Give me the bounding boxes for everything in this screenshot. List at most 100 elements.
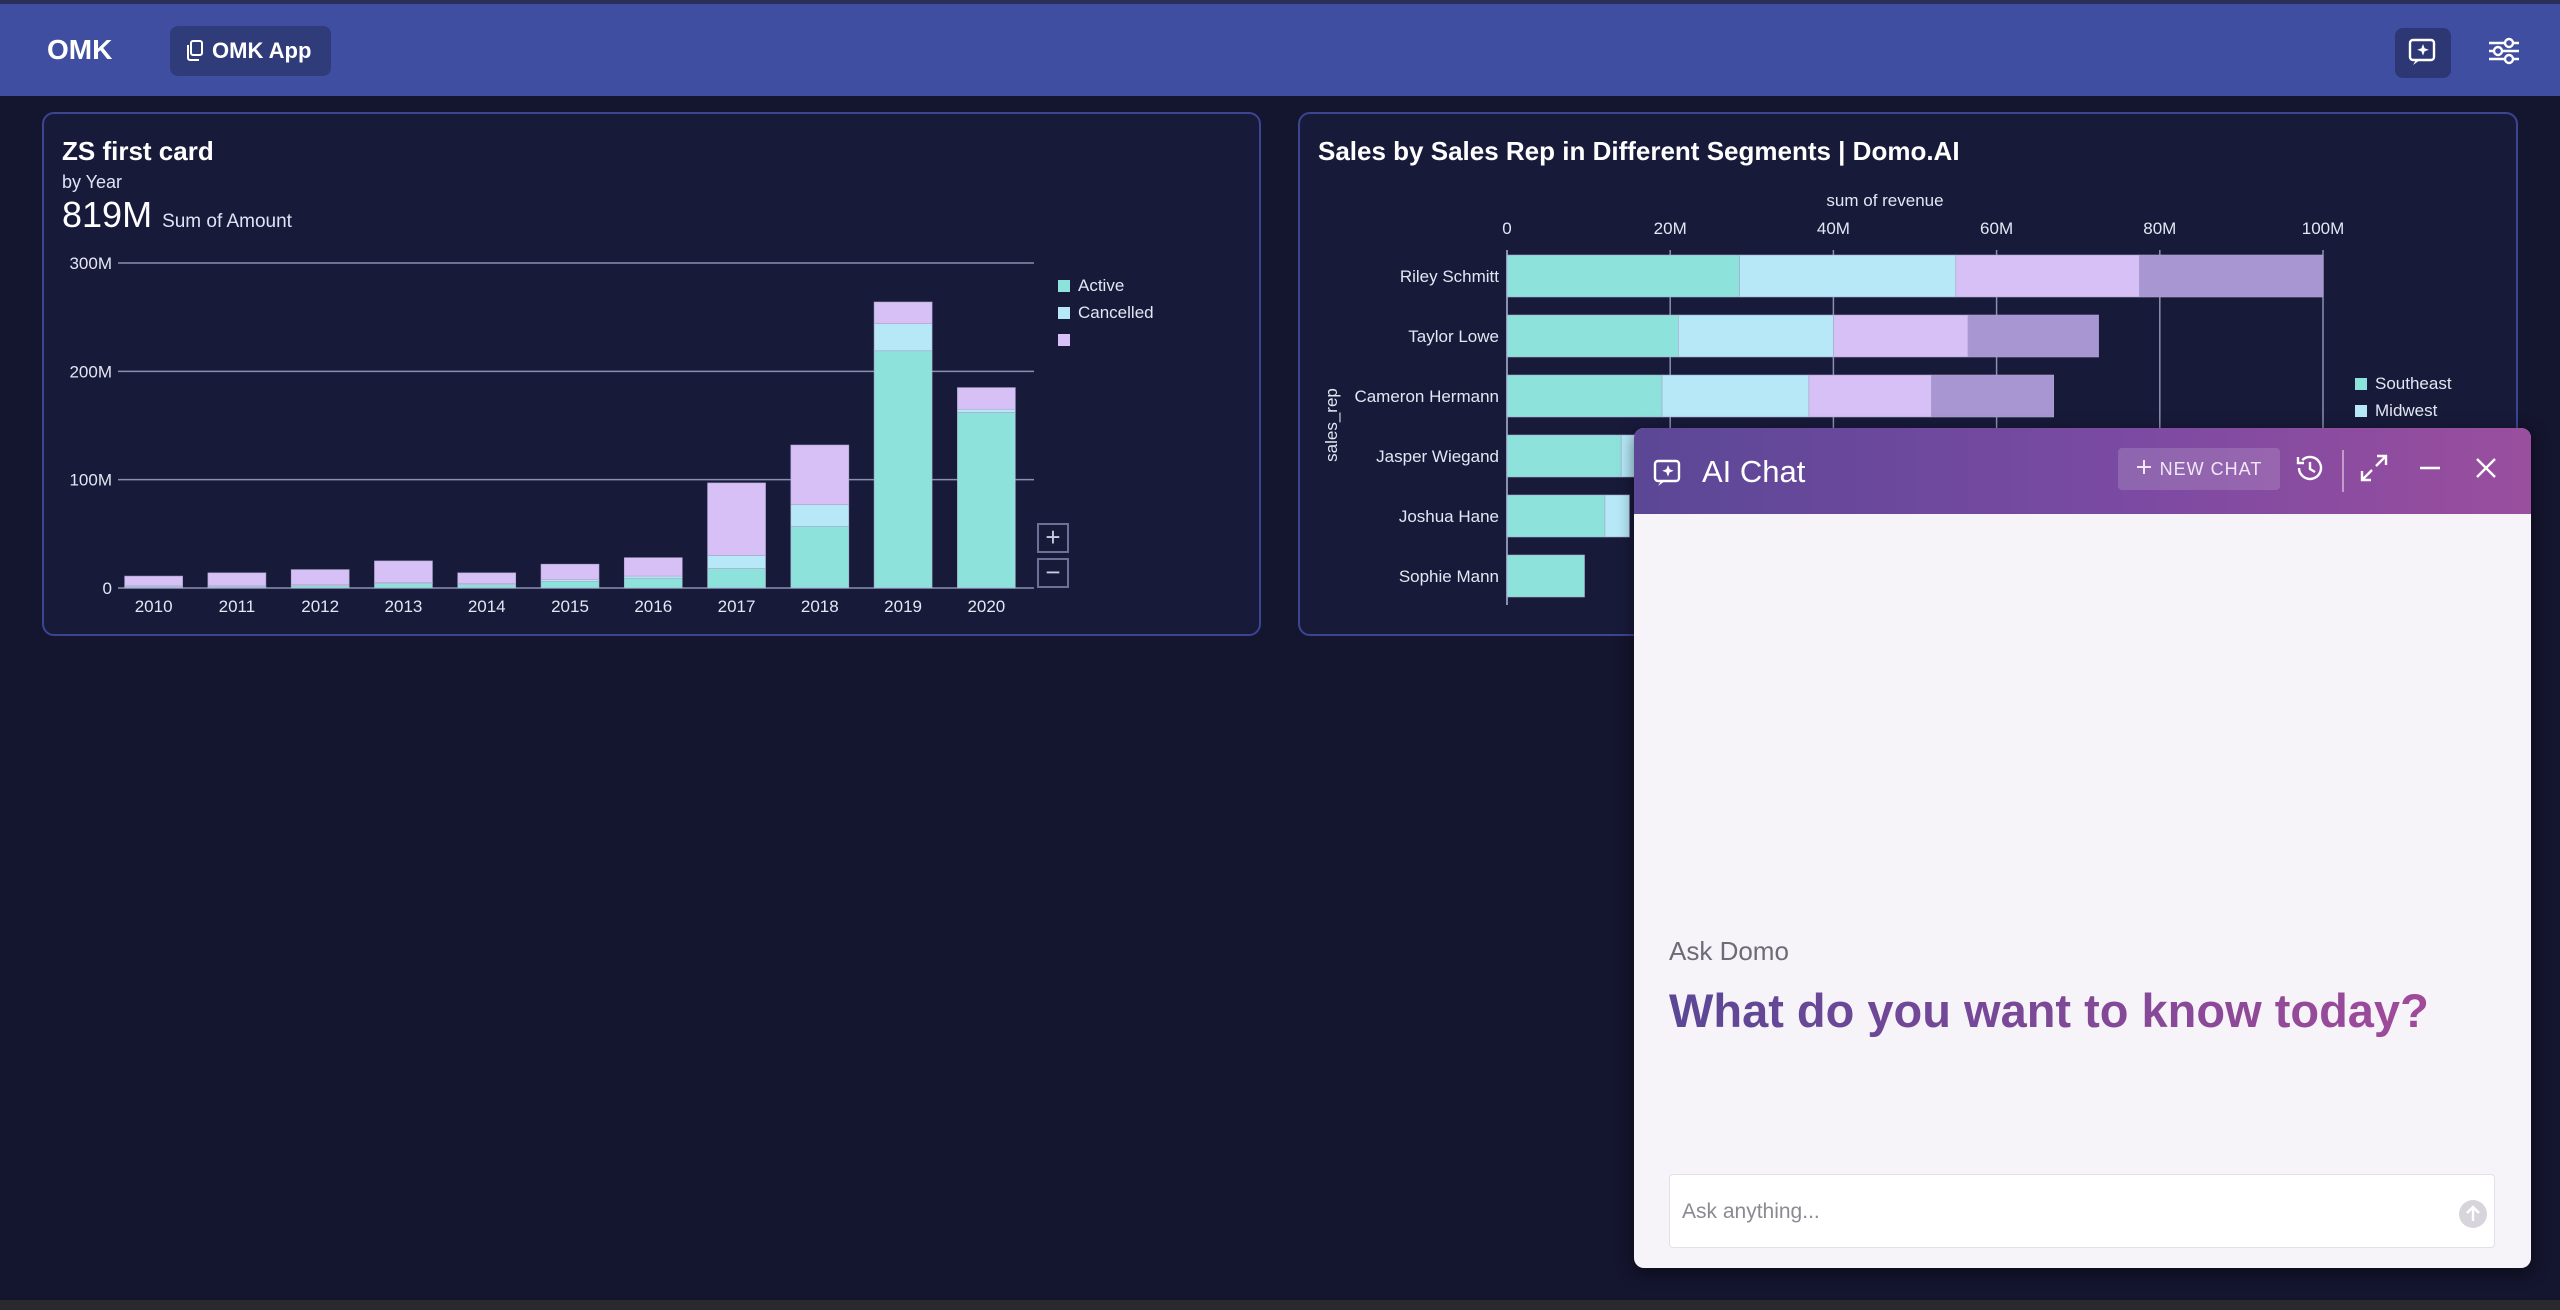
bar-segment <box>207 572 267 587</box>
chat-input-box <box>1669 1174 2495 1248</box>
sliders-icon <box>2487 35 2521 72</box>
close-icon <box>2473 455 2499 486</box>
send-button[interactable] <box>2458 1199 2488 1234</box>
x-tick-label: 60M <box>1980 219 2013 238</box>
x-tick-label: 2010 <box>135 597 173 616</box>
legend-label: Cancelled <box>1078 302 1154 322</box>
x-tick-label: 2014 <box>468 597 506 616</box>
bar-segment <box>957 412 1016 589</box>
ask-label: Ask Domo <box>1669 936 1789 966</box>
bar-segment <box>1506 434 1622 478</box>
legend-label: Active <box>1078 275 1125 295</box>
legend-swatch <box>1058 279 1070 292</box>
bar-segment <box>1661 374 1810 418</box>
history-icon <box>2294 452 2326 489</box>
y-axis-title: sales_rep <box>1322 388 1341 462</box>
bar-segment <box>1739 254 1957 298</box>
legend-item[interactable] <box>1058 326 1154 353</box>
bar-segment <box>790 444 850 505</box>
bar-segment <box>1808 374 1932 418</box>
chat-header: AI Chat NEW CHAT <box>1634 428 2531 514</box>
y-tick-label: Sophie Mann <box>1399 567 1499 586</box>
legend-swatch <box>2355 404 2367 417</box>
zoom-out-button[interactable]: − <box>1037 558 1069 588</box>
bar-segment <box>707 482 766 556</box>
card-zs-first: ZS first card by Year 819M Sum of Amount <box>42 112 1261 636</box>
legend-label: Southeast <box>2375 373 2452 393</box>
bar-segment <box>290 569 350 586</box>
summary-label: Sum of Amount <box>162 211 292 232</box>
chart2-legend: Southeast Midwest <box>2355 370 2452 424</box>
card-subtitle: by Year <box>62 172 123 192</box>
bar-segment <box>1955 254 2140 298</box>
bar-segment <box>790 525 850 589</box>
x-tick-label: 2011 <box>219 597 256 616</box>
ai-chat-panel: AI Chat NEW CHAT As <box>1634 428 2531 1268</box>
bar-segment <box>1833 314 1969 358</box>
x-tick-label: 0 <box>1502 219 1511 238</box>
omk-app-button[interactable]: OMK App <box>170 26 332 76</box>
legend-swatch <box>1058 306 1070 319</box>
bar-segment <box>1506 374 1663 418</box>
history-button[interactable] <box>2290 450 2330 490</box>
y-tick-label: Riley Schmitt <box>1400 267 1499 286</box>
zoom-in-button[interactable]: + <box>1037 523 1069 553</box>
new-chat-button[interactable]: NEW CHAT <box>2118 448 2280 490</box>
bar-segment <box>1604 494 1630 538</box>
bar-segment <box>623 557 683 577</box>
omk-app-button-label: OMK App <box>212 38 312 63</box>
x-tick-label: 20M <box>1654 219 1687 238</box>
card-title[interactable]: Sales by Sales Rep in Different Segments… <box>1318 136 1960 166</box>
x-tick-label: 2019 <box>884 597 922 616</box>
y-tick-label: 0 <box>103 579 112 598</box>
bar-segment <box>1967 314 2099 358</box>
x-tick-label: 2012 <box>301 597 339 616</box>
bar-segment <box>1506 494 1606 538</box>
minimize-button[interactable] <box>2410 450 2450 490</box>
card-summary: 819M Sum of Amount <box>62 194 292 236</box>
bar-segment <box>540 563 600 580</box>
legend-item[interactable]: Midwest <box>2355 397 2452 424</box>
legend-item[interactable]: Southeast <box>2355 370 2452 397</box>
top-bar: OMK OMK App <box>0 0 2560 96</box>
chat-headline: What do you want to know today? <box>1669 984 2429 1037</box>
x-tick-label: 40M <box>1817 219 1850 238</box>
minimize-icon <box>2417 455 2443 486</box>
expand-button[interactable] <box>2354 450 2394 490</box>
y-tick-label: 300M <box>69 254 112 273</box>
legend-item[interactable]: Cancelled <box>1058 299 1154 326</box>
bar-segment <box>1506 254 1740 298</box>
bar-segment <box>374 560 433 583</box>
bar-segment <box>124 575 183 587</box>
y-tick-label: Cameron Hermann <box>1354 387 1499 406</box>
legend-swatch <box>1058 333 1070 346</box>
bar-segment <box>2139 254 2324 298</box>
chart1-legend: Active Cancelled <box>1058 272 1154 353</box>
brand-logo[interactable]: OMK <box>47 34 113 65</box>
x-tick-label: 2018 <box>801 597 839 616</box>
x-axis-title: sum of revenue <box>1826 191 1943 210</box>
card-title[interactable]: ZS first card <box>62 136 214 166</box>
ai-assistant-button[interactable] <box>2395 28 2451 78</box>
legend-label: Midwest <box>2375 400 2438 420</box>
x-tick-label: 2013 <box>385 597 423 616</box>
copy-icon <box>186 40 204 62</box>
plus-icon <box>2136 459 2152 480</box>
chat-title: AI Chat <box>1702 454 1806 489</box>
x-tick-label: 2016 <box>634 597 672 616</box>
close-button[interactable] <box>2466 450 2506 490</box>
summary-value: 819M <box>62 194 153 235</box>
send-arrow-icon <box>2459 1200 2487 1228</box>
bar-segment <box>1506 314 1679 358</box>
legend-item[interactable]: Active <box>1058 272 1154 299</box>
filters-button[interactable] <box>2476 28 2532 78</box>
bar-segment <box>457 572 517 584</box>
y-tick-label: Joshua Hane <box>1399 507 1499 526</box>
ai-sparkle-icon <box>2407 35 2439 72</box>
x-tick-label: 2017 <box>718 597 756 616</box>
x-tick-label: 100M <box>2302 219 2345 238</box>
bar-chart-by-year: 0 100M 200M 300M 2010 2011 2012 2013 2014 2015 201… <box>69 254 1034 616</box>
chat-input[interactable] <box>1682 1195 2442 1229</box>
y-tick-label: Jasper Wiegand <box>1376 447 1499 466</box>
legend-swatch <box>2355 377 2367 390</box>
